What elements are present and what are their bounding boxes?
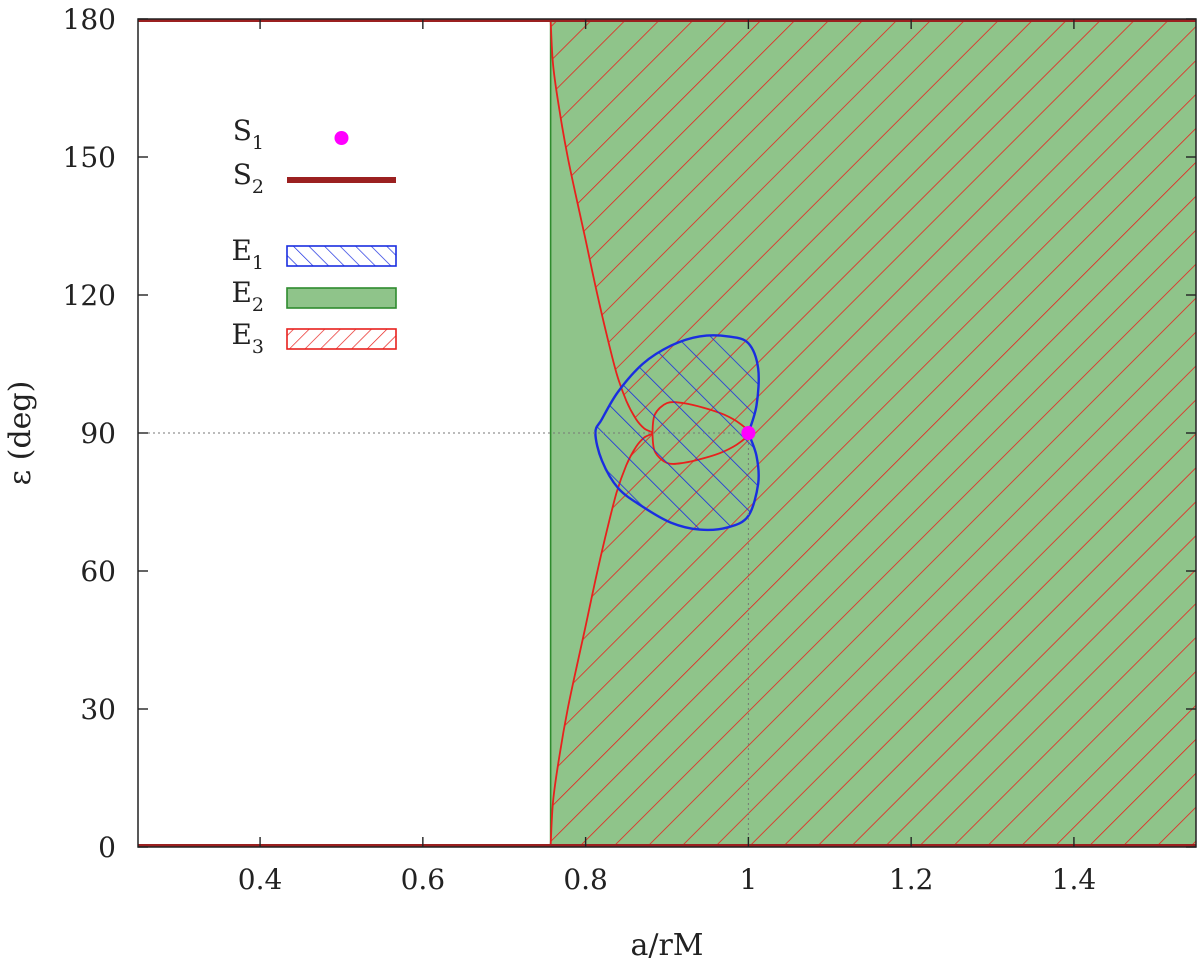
y-axis-title: ε (deg) bbox=[3, 381, 38, 486]
e3-region-hatch bbox=[550, 19, 1196, 847]
x-tick-label: 0.8 bbox=[563, 863, 608, 896]
y-axis: 0 30 60 90 120 150 180 bbox=[63, 3, 1196, 864]
y-tick-label: 180 bbox=[63, 3, 116, 36]
legend-swatch-e1 bbox=[286, 245, 397, 267]
legend-swatch-s1 bbox=[334, 131, 349, 145]
plot-area bbox=[138, 19, 1196, 847]
y-tick-label: 60 bbox=[80, 555, 116, 588]
y-tick-label: 90 bbox=[80, 417, 116, 450]
legend-swatch-e2 bbox=[286, 287, 397, 309]
s1-point bbox=[741, 426, 756, 440]
x-tick-label: 0.4 bbox=[238, 863, 283, 896]
legend-swatch-e3 bbox=[286, 328, 397, 350]
legend-label-s1: S1 bbox=[233, 114, 264, 154]
legend-label-e1: E1 bbox=[231, 234, 264, 274]
e1-region bbox=[594, 334, 760, 532]
x-tick-label: 0.6 bbox=[401, 863, 446, 896]
legend-label-e3: E3 bbox=[231, 318, 264, 358]
x-tick-label: 1.2 bbox=[889, 863, 934, 896]
y-tick-label: 150 bbox=[63, 141, 116, 174]
legend-label-e2: E2 bbox=[231, 276, 264, 316]
y-tick-label: 0 bbox=[98, 831, 116, 864]
x-tick-label: 1 bbox=[739, 863, 757, 896]
legend-label-s2: S2 bbox=[233, 158, 264, 198]
x-axis-title: a/rM bbox=[630, 928, 703, 963]
y-tick-label: 120 bbox=[63, 279, 116, 312]
x-axis: 0.4 0.6 0.8 1 1.2 1.4 bbox=[238, 19, 1096, 896]
y-tick-label: 30 bbox=[80, 693, 116, 726]
x-tick-label: 1.4 bbox=[1052, 863, 1097, 896]
